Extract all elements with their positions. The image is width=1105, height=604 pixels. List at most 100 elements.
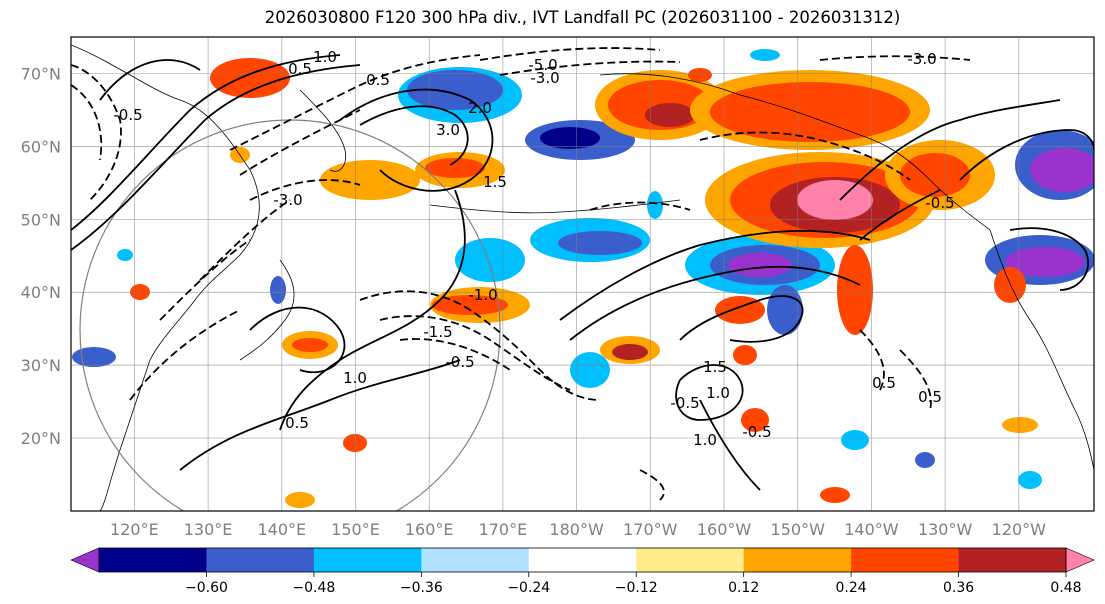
div-fill <box>320 160 420 200</box>
coastline-alaska <box>599 73 991 231</box>
contour-label: -3.0 <box>907 50 936 68</box>
contour-negative <box>819 55 971 61</box>
colorbar-tick-label: 0.12 <box>728 580 759 596</box>
lon-tick-label: 120°E <box>110 520 159 539</box>
contour-positive <box>71 54 341 231</box>
div-fill <box>1018 471 1042 489</box>
div-fill <box>645 103 695 127</box>
colorbar-extend-low <box>70 547 100 573</box>
colorbar-segment <box>528 548 637 572</box>
contour-negative <box>249 179 361 201</box>
div-fill <box>432 295 508 315</box>
contour-negative <box>589 201 691 211</box>
contour-label: -0.5 <box>925 194 954 212</box>
lon-tick-label: 160°W <box>697 520 752 539</box>
div-fill <box>994 267 1026 303</box>
contour-negative <box>71 64 122 201</box>
colorbar-tick-label: 0.24 <box>836 580 867 596</box>
lat-tick-label: 20°N <box>21 429 61 448</box>
contour-label: -0.5 <box>445 353 474 371</box>
colorbar-segment <box>206 548 315 572</box>
div-fill <box>270 276 286 304</box>
latitude-labels: 70°N 60°N 50°N 40°N 30°N 20°N <box>21 64 61 448</box>
lon-tick-label: 140°W <box>844 520 899 539</box>
lat-tick-label: 30°N <box>21 356 61 375</box>
div-fill <box>733 345 757 365</box>
lon-tick-label: 180°W <box>549 520 604 539</box>
div-fill <box>407 70 503 110</box>
lat-tick-label: 50°N <box>21 210 61 229</box>
graticule <box>71 37 1094 511</box>
contour-label: 1.0 <box>313 48 337 66</box>
colorbar-segment <box>851 548 960 572</box>
contour-label: 2.0 <box>468 99 492 117</box>
contour-positive <box>675 364 744 421</box>
div-fill <box>710 82 910 142</box>
contour-positive <box>559 230 871 321</box>
contour-label: 0.5 <box>366 71 390 89</box>
lat-tick-label: 60°N <box>21 137 61 156</box>
contour-label: 0.5 <box>918 388 942 406</box>
div-fill <box>343 434 367 452</box>
lon-tick-label: 130°E <box>184 520 233 539</box>
div-fill <box>915 452 935 468</box>
contour-negative <box>379 315 571 391</box>
div-fill <box>837 245 873 335</box>
div-fill <box>540 127 600 149</box>
colorbar-tick-label: −0.12 <box>615 580 658 596</box>
lon-tick-label: 170°W <box>623 520 678 539</box>
contour-negative <box>239 109 361 176</box>
contour-negative <box>129 309 241 401</box>
coastlines <box>71 44 1094 511</box>
coastline-na-west <box>989 229 1094 471</box>
ivt-contours <box>71 54 1094 491</box>
contour-label: -3.0 <box>273 191 302 209</box>
contour-label: -1.5 <box>423 323 452 341</box>
div-fill <box>292 338 328 352</box>
div-fill <box>647 191 663 219</box>
contour-label: 0.5 <box>872 374 896 392</box>
contour-negative <box>159 239 251 321</box>
div-fill <box>741 408 769 432</box>
contour-positive <box>1009 227 1090 291</box>
contour-label: 1.0 <box>693 431 717 449</box>
contour-label: 1.0 <box>706 384 730 402</box>
contour-label-layer: -5.0-3.00.52.03.01.0-0.5-3.01.5-1.0-1.5-… <box>113 48 954 449</box>
div-fill <box>688 68 712 82</box>
contour-label: -5.0 <box>528 56 557 74</box>
lon-tick-label: 120°W <box>992 520 1047 539</box>
contour-label: -3.0 <box>530 69 559 87</box>
map-frame <box>70 36 1095 512</box>
contour-positive <box>859 189 941 241</box>
colorbar-tick-label: −0.36 <box>400 580 443 596</box>
lon-tick-label: 140°E <box>257 520 306 539</box>
div-fill <box>900 153 970 197</box>
contour-negative <box>499 60 681 76</box>
div-fill <box>72 347 116 367</box>
contour-label: -0.5 <box>742 423 771 441</box>
contour-label: -0.5 <box>670 394 699 412</box>
coastline-japan <box>239 259 295 361</box>
contour-positive <box>839 99 1061 201</box>
colorbar-segment <box>313 548 422 572</box>
div-fill <box>820 487 850 503</box>
div-fill <box>797 180 873 220</box>
contour-positive <box>359 105 469 166</box>
contour-positive <box>339 88 494 192</box>
div-fill <box>1002 417 1038 433</box>
contour-label: 1.5 <box>483 173 507 191</box>
contour-positive <box>569 265 861 341</box>
div-fill <box>612 344 648 360</box>
lon-tick-label: 130°W <box>918 520 973 539</box>
div-fill <box>558 231 642 255</box>
contour-label: 1.0 <box>343 369 367 387</box>
ivt-contours-negative <box>71 47 971 501</box>
contour-positive <box>699 399 761 491</box>
map-background <box>71 37 1094 511</box>
div-fill <box>285 492 315 508</box>
contour-positive <box>99 59 201 101</box>
colorbar-tick-label: 0.48 <box>1050 580 1081 596</box>
div-fill <box>1005 247 1085 277</box>
lat-tick-label: 40°N <box>21 283 61 302</box>
